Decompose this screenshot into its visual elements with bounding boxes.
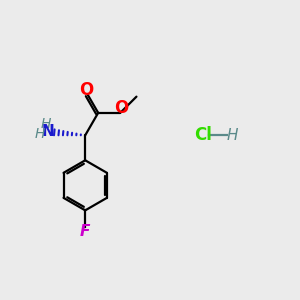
Text: F: F (80, 224, 90, 239)
Text: Cl: Cl (194, 126, 212, 144)
Text: H: H (40, 117, 51, 131)
Text: H: H (34, 127, 45, 141)
Text: O: O (114, 98, 128, 116)
Text: N: N (41, 124, 54, 139)
Text: H: H (227, 128, 238, 143)
Text: O: O (79, 81, 94, 99)
